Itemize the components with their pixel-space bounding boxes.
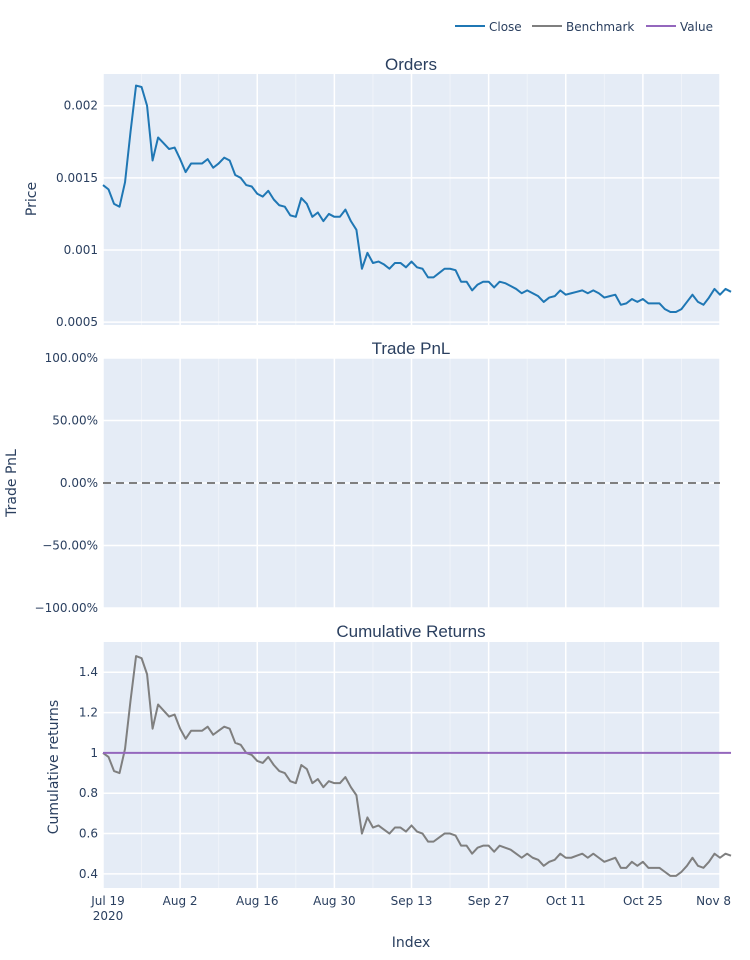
- x-axis-title: Index: [392, 935, 431, 951]
- y-tick-label-cumulative-returns-2: 0.8: [79, 786, 98, 800]
- series-line-benchmark: [102, 655, 732, 877]
- y-tick-label-orders-3: 0.002: [64, 99, 98, 113]
- y-tick-label-cumulative-returns-5: 1.4: [79, 665, 98, 679]
- gridlines-orders: [102, 74, 721, 325]
- x-tick-label-7: Oct 25: [623, 894, 663, 908]
- y-tick-label-trade-pnl-2: 0.00%: [60, 476, 98, 490]
- legend-item-close[interactable]: Close: [455, 20, 522, 34]
- y-tick-label-trade-pnl-4: −100.00%: [35, 601, 98, 615]
- x-tick-label-3: Aug 30: [313, 894, 356, 908]
- y-ticks-cumulative-returns: 0.4 0.6 0.8 1 1.2 1.4: [79, 665, 98, 881]
- legend-label-benchmark: Benchmark: [566, 20, 634, 34]
- y-tick-label-cumulative-returns-4: 1.2: [79, 706, 98, 720]
- y-tick-label-orders-1: 0.001: [64, 243, 98, 257]
- y-tick-label-cumulative-returns-3: 1: [90, 746, 98, 760]
- y-tick-label-orders-2: 0.0015: [56, 171, 98, 185]
- x-tick-label-2: Aug 16: [236, 894, 279, 908]
- y-tick-label-cumulative-returns-1: 0.6: [79, 827, 98, 841]
- x-axis-year-label: 2020: [93, 909, 124, 923]
- y-axis-title-cumulative-returns: Cumulative returns: [46, 700, 62, 834]
- x-tick-label-8: Nov 8: [696, 894, 731, 908]
- y-tick-label-trade-pnl-0: 100.00%: [45, 351, 98, 365]
- y-ticks-trade-pnl: 100.00% 50.00% 0.00% −50.00% −100.00%: [35, 351, 98, 615]
- gridlines-trade-pnl: [102, 357, 721, 609]
- legend-label-close: Close: [489, 20, 522, 34]
- subplot-title-orders: Orders: [385, 55, 437, 74]
- legend[interactable]: Close Benchmark Value: [455, 20, 713, 34]
- subplot-title-trade-pnl: Trade PnL: [372, 339, 451, 358]
- series-cumulative-returns: [102, 655, 732, 877]
- y-axis-title-orders: Price: [24, 182, 40, 216]
- subplot-orders: 0.0005 0.001 0.0015 0.002 Orders Price: [24, 55, 732, 329]
- legend-label-value: Value: [680, 20, 713, 34]
- x-axis-ticks: Jul 19 Aug 2 Aug 16 Aug 30 Sep 13 Sep 27 Oct 1…: [90, 894, 731, 908]
- series-orders: [102, 84, 732, 314]
- legend-item-benchmark[interactable]: Benchmark: [532, 20, 634, 34]
- subplot-title-cumulative-returns: Cumulative Returns: [336, 622, 485, 641]
- x-tick-label-6: Oct 11: [546, 894, 586, 908]
- y-axis-title-trade-pnl: Trade PnL: [4, 449, 20, 518]
- x-tick-label-5: Sep 27: [468, 894, 510, 908]
- legend-item-value[interactable]: Value: [646, 20, 713, 34]
- subplot-cumulative-returns: 0.4 0.6 0.8 1 1.2 1.4 Cumulative Returns Cumu…: [46, 622, 732, 888]
- series-line-close: [102, 84, 732, 314]
- y-tick-label-trade-pnl-1: 50.00%: [52, 414, 98, 428]
- x-tick-label-0: Jul 19: [90, 894, 125, 908]
- y-tick-label-trade-pnl-3: −50.00%: [42, 539, 98, 553]
- x-tick-label-4: Sep 13: [391, 894, 433, 908]
- subplot-trade-pnl: 100.00% 50.00% 0.00% −50.00% −100.00% Trade …: [4, 339, 721, 615]
- y-tick-label-orders-0: 0.0005: [56, 315, 98, 329]
- y-tick-label-cumulative-returns-0: 0.4: [79, 867, 98, 881]
- x-tick-label-1: Aug 2: [163, 894, 198, 908]
- y-ticks-orders: 0.0005 0.001 0.0015 0.002: [56, 99, 98, 329]
